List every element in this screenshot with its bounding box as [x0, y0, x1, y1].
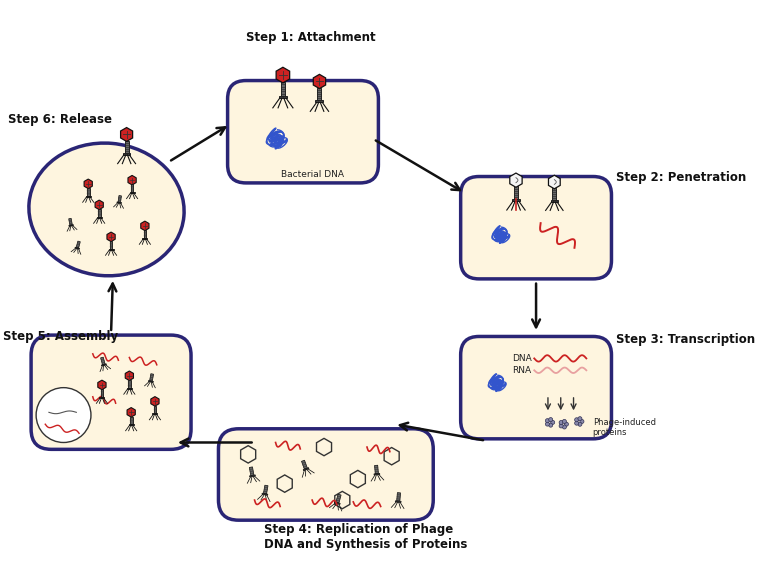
Polygon shape: [250, 467, 254, 476]
FancyBboxPatch shape: [461, 336, 611, 439]
Circle shape: [545, 422, 549, 426]
Text: Step 5: Assembly: Step 5: Assembly: [3, 330, 118, 343]
Polygon shape: [316, 100, 323, 102]
Text: DNA: DNA: [511, 354, 531, 363]
Polygon shape: [552, 188, 556, 200]
Polygon shape: [152, 413, 157, 415]
Circle shape: [548, 423, 553, 427]
Polygon shape: [127, 408, 135, 417]
Polygon shape: [130, 416, 133, 424]
Polygon shape: [98, 380, 106, 389]
Polygon shape: [154, 405, 156, 413]
Circle shape: [574, 421, 578, 425]
Polygon shape: [101, 357, 105, 365]
Polygon shape: [317, 88, 322, 100]
Polygon shape: [279, 96, 287, 98]
Polygon shape: [110, 241, 112, 249]
Polygon shape: [375, 465, 379, 474]
Polygon shape: [98, 209, 101, 217]
Polygon shape: [124, 140, 128, 153]
Text: Step 2: Penetration: Step 2: Penetration: [616, 171, 746, 184]
Ellipse shape: [29, 143, 184, 276]
Polygon shape: [129, 424, 134, 425]
Polygon shape: [512, 199, 520, 201]
Polygon shape: [117, 202, 121, 203]
Polygon shape: [303, 468, 309, 471]
Polygon shape: [99, 397, 104, 398]
Polygon shape: [281, 82, 285, 96]
Polygon shape: [313, 74, 326, 89]
Polygon shape: [374, 473, 380, 475]
Circle shape: [551, 420, 554, 424]
Polygon shape: [276, 67, 290, 83]
Text: Step 1: Attachment: Step 1: Attachment: [246, 31, 375, 44]
Circle shape: [580, 420, 584, 424]
Polygon shape: [68, 218, 72, 225]
Polygon shape: [141, 221, 149, 231]
FancyBboxPatch shape: [31, 335, 191, 449]
Circle shape: [548, 417, 553, 421]
Polygon shape: [142, 238, 147, 239]
Polygon shape: [128, 380, 131, 388]
Text: Step 4: Replication of Phage
DNA and Synthesis of Proteins: Step 4: Replication of Phage DNA and Syn…: [263, 523, 467, 551]
Polygon shape: [128, 175, 136, 185]
Polygon shape: [108, 249, 114, 250]
Circle shape: [562, 420, 567, 424]
Polygon shape: [69, 224, 74, 226]
Polygon shape: [107, 232, 115, 242]
Polygon shape: [396, 501, 401, 502]
Circle shape: [578, 422, 582, 427]
Polygon shape: [510, 173, 522, 187]
Polygon shape: [84, 179, 92, 188]
FancyBboxPatch shape: [227, 81, 379, 183]
Polygon shape: [144, 230, 146, 238]
Polygon shape: [151, 397, 159, 406]
Polygon shape: [514, 187, 518, 199]
Polygon shape: [148, 380, 154, 383]
Circle shape: [564, 422, 568, 426]
Polygon shape: [262, 493, 268, 495]
Text: Step 3: Transcription: Step 3: Transcription: [616, 333, 755, 346]
Polygon shape: [250, 475, 256, 477]
Polygon shape: [130, 192, 134, 193]
Text: RNA: RNA: [512, 366, 531, 375]
FancyBboxPatch shape: [218, 429, 433, 520]
Text: Step 6: Release: Step 6: Release: [8, 114, 112, 126]
Circle shape: [545, 419, 549, 423]
Polygon shape: [75, 247, 80, 249]
Circle shape: [559, 424, 563, 428]
Text: Bacterial DNA: Bacterial DNA: [280, 170, 343, 179]
Polygon shape: [548, 175, 560, 189]
Polygon shape: [87, 188, 90, 196]
Circle shape: [578, 417, 582, 421]
Polygon shape: [125, 371, 134, 380]
Polygon shape: [76, 241, 81, 248]
Polygon shape: [127, 388, 132, 389]
Polygon shape: [121, 127, 133, 142]
Polygon shape: [131, 184, 134, 192]
Polygon shape: [95, 200, 104, 210]
Polygon shape: [302, 460, 307, 469]
Polygon shape: [336, 494, 341, 503]
Polygon shape: [150, 373, 154, 381]
Polygon shape: [101, 389, 103, 397]
Polygon shape: [97, 217, 101, 218]
Polygon shape: [263, 485, 268, 494]
Polygon shape: [334, 502, 340, 504]
Polygon shape: [101, 364, 107, 366]
Polygon shape: [551, 200, 558, 202]
FancyBboxPatch shape: [461, 176, 611, 279]
Polygon shape: [118, 195, 121, 202]
Circle shape: [562, 425, 567, 429]
Circle shape: [574, 418, 578, 422]
Polygon shape: [123, 153, 131, 155]
Polygon shape: [396, 493, 401, 501]
Circle shape: [559, 420, 563, 424]
Circle shape: [36, 388, 91, 443]
Text: Phage-induced
proteins: Phage-induced proteins: [593, 418, 656, 437]
Polygon shape: [86, 196, 91, 197]
